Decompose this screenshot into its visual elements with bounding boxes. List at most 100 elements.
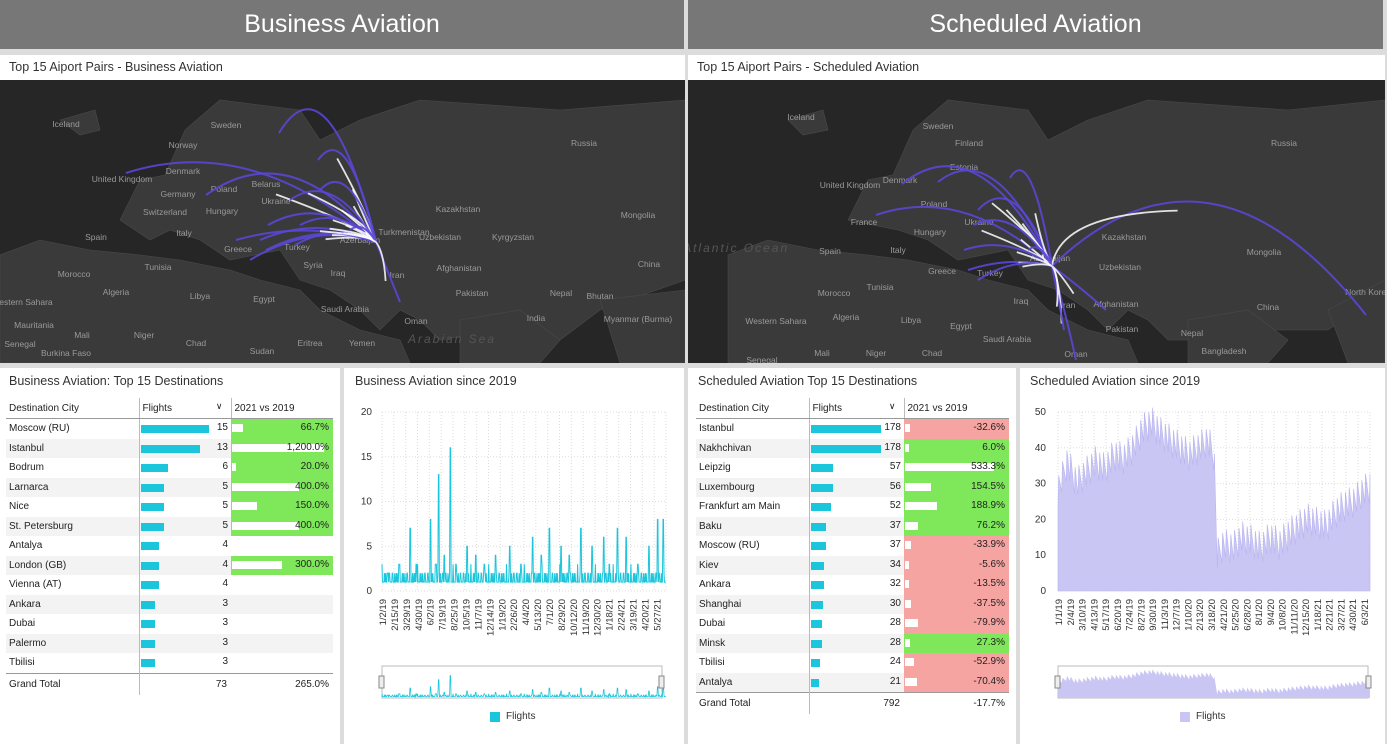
table-row[interactable]: Minsk 28 27.3% [696, 633, 1009, 653]
change-cell: 20.0% [231, 458, 333, 478]
table-row[interactable]: Bodrum 6 20.0% [6, 458, 333, 478]
col-flights[interactable]: Flights ∨ [138, 398, 232, 419]
table-row[interactable]: Larnarca 5 400.0% [6, 477, 333, 497]
range-navigator[interactable] [381, 665, 663, 699]
scheduled-map-panel: Top 15 Aiport Pairs - Scheduled Aviation… [688, 55, 1385, 363]
business-chart-legend[interactable]: Flights [490, 711, 535, 722]
table-row[interactable]: Tbilisi 3 [6, 653, 333, 673]
table-row[interactable]: Nice 5 150.0% [6, 497, 333, 517]
table-row[interactable]: St. Petersburg 5 400.0% [6, 516, 333, 536]
sort-chevron-down-icon[interactable]: ∨ [215, 401, 223, 411]
map-label: Mali [814, 348, 830, 358]
col-destination-city[interactable]: Destination City [696, 398, 809, 419]
change-highlight: 76.2% [904, 516, 1009, 536]
y-tick-label: 0 [1040, 586, 1046, 597]
map-label: United Kingdom [820, 180, 880, 190]
map-label: Arabian Sea [407, 332, 496, 346]
table-row[interactable]: Dubai 3 [6, 614, 333, 634]
table-row[interactable]: Leipzig 57 533.3% [696, 458, 1009, 478]
table-row[interactable]: Nakhchivan 178 6.0% [696, 438, 1009, 458]
x-tick-label: 10/12/20 [569, 599, 580, 636]
table-row[interactable]: Istanbul 13 1,200.0% [6, 438, 333, 458]
table-row[interactable]: Dubai 28 -79.9% [696, 614, 1009, 634]
table-row[interactable]: Kiev 34 -5.6% [696, 555, 1009, 575]
grand-total-label: Grand Total [6, 672, 140, 695]
change-highlight: 400.0% [231, 516, 333, 536]
destination-city: Shanghai [696, 594, 810, 614]
map-label: Hungary [206, 206, 239, 216]
y-tick-label: 10 [361, 497, 373, 508]
change-bar [905, 424, 911, 432]
col-destination-city[interactable]: Destination City [6, 398, 139, 419]
map-label: Ukraine [261, 196, 291, 206]
table-row[interactable]: Ankara 3 [6, 594, 333, 614]
change-bar [905, 541, 911, 549]
map-label: Myanmar (Burma) [604, 314, 673, 324]
col-flights[interactable]: Flights ∨ [808, 398, 905, 419]
table-row[interactable]: Moscow (RU) 15 66.7% [6, 418, 333, 439]
table-row[interactable]: Vienna (AT) 4 [6, 575, 333, 595]
map-label: Chad [922, 348, 943, 358]
range-handle[interactable] [378, 675, 385, 689]
flights-value: 178 [884, 441, 901, 453]
change-bar [232, 424, 244, 432]
x-tick-label: 3/27/21 [1336, 599, 1347, 631]
destination-city: Moscow (RU) [696, 536, 810, 556]
table-row[interactable]: Moscow (RU) 37 -33.9% [696, 536, 1009, 556]
table-row[interactable]: Antalya 21 -70.4% [696, 672, 1009, 693]
map-label: Belarus [252, 179, 281, 189]
flights-cell: 28 [809, 614, 904, 634]
change-cell [231, 633, 333, 653]
sort-chevron-down-icon[interactable]: ∨ [888, 401, 896, 411]
business-aviation-title: Business Aviation [244, 10, 440, 38]
map-label: Sweden [923, 121, 954, 131]
flights-cell: 4 [139, 575, 231, 595]
col-change[interactable]: 2021 vs 2019 [904, 398, 1009, 419]
flights-cell: 5 [139, 516, 231, 536]
flights-cell: 30 [809, 594, 904, 614]
map-label: Turkey [284, 242, 310, 252]
scheduled-map[interactable]: Iceland Sweden Finland Estonia Denmark United… [688, 80, 1385, 363]
change-bar [905, 521, 918, 530]
map-label: Switzerland [143, 207, 187, 217]
map-label: Nepal [550, 288, 572, 298]
table-row[interactable]: Tbilisi 24 -52.9% [696, 653, 1009, 673]
landmass [59, 109, 101, 136]
flights-bar [140, 464, 168, 472]
table-row[interactable]: Palermo 3 [6, 633, 333, 653]
table-row[interactable]: Istanbul 178 -32.6% [696, 418, 1009, 439]
flights-value: 37 [889, 519, 901, 531]
x-tick-label: 2/15/19 [390, 599, 401, 631]
range-handle[interactable] [1365, 675, 1372, 689]
change-bar [905, 599, 912, 608]
range-handle[interactable] [1054, 675, 1061, 689]
map-label: Algeria [103, 287, 130, 297]
x-tick-label: 6/2/19 [426, 599, 437, 625]
flights-series-area[interactable] [1057, 407, 1371, 592]
table-row[interactable]: Ankara 32 -13.5% [696, 575, 1009, 595]
table-row[interactable]: Luxembourg 56 154.5% [696, 477, 1009, 497]
table-row[interactable]: Antalya 4 [6, 536, 333, 556]
change-value: 154.5% [971, 480, 1005, 492]
flights-bar [810, 678, 819, 687]
flights-series-line[interactable] [381, 447, 666, 583]
flights-cell: 178 [809, 438, 904, 458]
change-value: -32.6% [973, 422, 1005, 433]
map-label: India [527, 313, 546, 323]
table-row[interactable]: Frankfurt am Main 52 188.9% [696, 497, 1009, 517]
scheduled-chart-legend[interactable]: Flights [1180, 711, 1225, 722]
business-map[interactable]: Iceland Sweden Norway Denmark United Kingdom… [0, 80, 685, 363]
change-cell: 400.0% [231, 516, 333, 536]
x-tick-label: 2/26/20 [509, 599, 520, 631]
range-handle[interactable] [658, 675, 665, 689]
business-line-chart[interactable]: 0 5 10 15 20 1/2/19 2/15/19 3/29/19 4/30/19 6/2/1… [344, 398, 684, 744]
table-row[interactable]: Shanghai 30 -37.5% [696, 594, 1009, 614]
x-tick-label: 8/1/20 [1254, 599, 1265, 625]
map-label: China [638, 259, 660, 269]
change-bar [232, 463, 236, 471]
table-row[interactable]: London (GB) 4 300.0% [6, 555, 333, 575]
col-change[interactable]: 2021 vs 2019 [231, 398, 333, 419]
x-tick-label: 3/10/19 [1078, 599, 1089, 631]
table-row[interactable]: Baku 37 76.2% [696, 516, 1009, 536]
scheduled-area-chart[interactable]: 0 10 20 30 40 50 1/1/19 2/4/19 3/10/19 4/13/19 5/1… [1020, 398, 1385, 744]
